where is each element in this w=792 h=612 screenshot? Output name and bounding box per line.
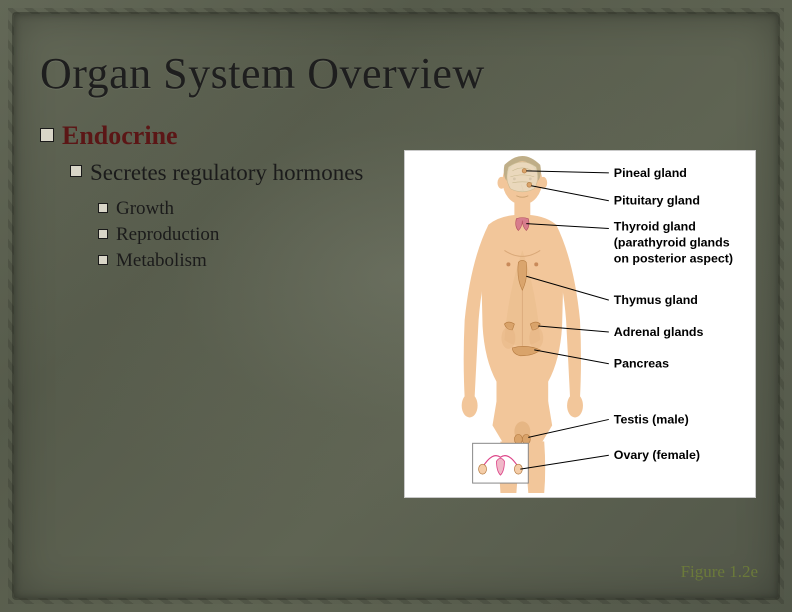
endocrine-figure: Pineal gland Pituitary gland Thyroid gla… bbox=[404, 150, 756, 498]
label-testis: Testis (male) bbox=[614, 412, 689, 426]
human-body-icon bbox=[462, 156, 583, 493]
bullet-marker-icon bbox=[70, 165, 82, 177]
label-ovary: Ovary (female) bbox=[614, 448, 700, 462]
bullet-marker-icon bbox=[40, 128, 54, 142]
label-pineal: Pineal gland bbox=[614, 166, 687, 180]
label-pituitary: Pituitary gland bbox=[614, 194, 700, 208]
bullet-l3a-text: Growth bbox=[116, 198, 174, 220]
slide-title: Organ System Overview bbox=[40, 48, 752, 99]
brain-cutaway-icon bbox=[507, 162, 538, 192]
label-thyroid-1: Thyroid gland bbox=[614, 220, 696, 234]
bullet-l1-text: Endocrine bbox=[62, 121, 178, 151]
label-adrenal: Adrenal glands bbox=[614, 325, 704, 339]
bullet-l3c-text: Metabolism bbox=[116, 250, 207, 272]
slide-content: Organ System Overview Endocrine Secretes… bbox=[0, 0, 792, 612]
bullet-level1: Endocrine bbox=[40, 121, 752, 151]
figure-caption: Figure 1.2e bbox=[681, 562, 758, 582]
figure-labels: Pineal gland Pituitary gland Thyroid gla… bbox=[614, 166, 733, 462]
bullet-marker-icon bbox=[98, 255, 108, 265]
label-thymus: Thymus gland bbox=[614, 293, 698, 307]
label-thyroid-3: on posterior aspect) bbox=[614, 251, 733, 265]
endocrine-diagram-svg: Pineal gland Pituitary gland Thyroid gla… bbox=[405, 151, 755, 497]
label-thyroid-2: (parathyroid glands bbox=[614, 235, 730, 249]
bullet-l3b-text: Reproduction bbox=[116, 224, 219, 246]
label-pancreas: Pancreas bbox=[614, 357, 669, 371]
pituitary-gland-icon bbox=[527, 182, 532, 187]
pineal-gland-icon bbox=[522, 169, 526, 173]
bullet-marker-icon bbox=[98, 229, 108, 239]
bullet-marker-icon bbox=[98, 203, 108, 213]
bullet-l2-text: Secretes regulatory hormones bbox=[90, 159, 363, 188]
ovary-inset-icon bbox=[473, 443, 529, 483]
